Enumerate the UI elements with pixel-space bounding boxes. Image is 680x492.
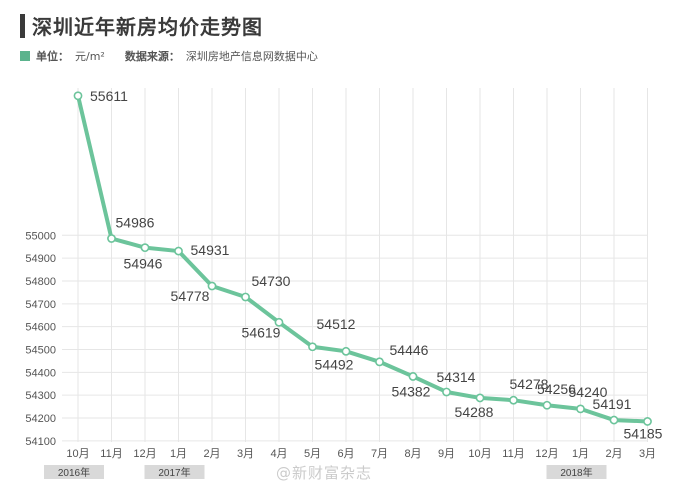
data-point [107, 234, 116, 243]
data-point [140, 243, 150, 253]
data-label: 54730 [252, 273, 291, 289]
unit-label: 单位： [36, 50, 69, 63]
data-label: 54946 [124, 256, 163, 272]
data-label: 54512 [317, 316, 356, 332]
data-point [73, 91, 83, 101]
data-label: 54382 [392, 383, 431, 399]
x-tick-label: 11月 [100, 448, 122, 460]
x-tick-label: 3月 [639, 448, 656, 460]
chart-subtitle: 单位： 元/m² 数据来源： 深圳房地产信息网数据中心 [20, 48, 318, 64]
data-point [207, 281, 217, 291]
x-tick-label: 4月 [270, 448, 287, 460]
year-tag-label: 2017年 [158, 466, 190, 479]
chart-title: 深圳近年新房均价走势图 [32, 15, 263, 39]
data-label: 54256 [537, 381, 576, 397]
x-tick-label: 2月 [203, 448, 220, 460]
data-label: 54185 [624, 425, 663, 441]
x-tick-label: 2月 [605, 448, 622, 460]
x-tick-label: 10月 [468, 448, 491, 460]
y-tick-label: 54100 [25, 436, 56, 448]
data-label: 54492 [315, 356, 354, 372]
y-tick-label: 54700 [25, 299, 56, 311]
year-tag-label: 2016年 [58, 466, 90, 479]
year-tag-bg [44, 465, 104, 479]
legend-swatch [20, 51, 30, 61]
x-tick-label: 11月 [502, 448, 524, 460]
y-tick-label: 54200 [25, 413, 56, 425]
y-tick-label: 54300 [25, 390, 56, 402]
data-label: 54240 [569, 384, 608, 400]
data-label: 54191 [593, 396, 632, 412]
year-tag-bg [144, 465, 205, 479]
source-label: 数据来源： [124, 50, 180, 63]
data-label: 54931 [191, 242, 230, 258]
data-point [241, 292, 250, 302]
data-label: 54314 [437, 369, 476, 385]
series-line [76, 93, 650, 424]
data-label: 55611 [90, 88, 128, 104]
data-point [308, 342, 317, 352]
data-point [542, 400, 552, 410]
data-label: 54288 [455, 404, 494, 420]
data-point [341, 346, 351, 356]
data-point [509, 395, 518, 405]
data-point [609, 415, 619, 425]
y-tick-label: 54400 [25, 367, 56, 379]
data-point [408, 372, 418, 381]
data-point [174, 246, 183, 256]
data-label: 54778 [171, 288, 210, 304]
data-point [442, 387, 451, 397]
data-label: 54619 [242, 324, 281, 340]
x-tick-label: 12月 [535, 448, 558, 460]
data-point [375, 357, 384, 367]
x-tick-label: 1月 [572, 448, 589, 460]
y-tick-label: 54800 [25, 276, 56, 288]
x-tick-label: 12月 [133, 448, 156, 460]
data-point [475, 393, 485, 403]
data-label: 54986 [116, 215, 155, 231]
year-tag-bg [546, 465, 607, 479]
source-value: 深圳房地产信息网数据中心 [185, 50, 318, 63]
x-tick-label: 8月 [404, 448, 421, 460]
y-tick-label: 54600 [25, 322, 56, 334]
x-tick-label: 10月 [66, 448, 89, 460]
x-tick-label: 3月 [237, 448, 254, 460]
x-tick-label: 1月 [170, 448, 187, 460]
x-tick-label: 6月 [337, 448, 354, 460]
data-point [576, 404, 585, 414]
data-label: 54278 [510, 376, 549, 392]
unit-value: 元/m² [75, 50, 105, 63]
y-tick-label: 55000 [25, 230, 56, 242]
data-point [643, 417, 652, 426]
x-tick-label: 7月 [371, 448, 388, 460]
title-accent-bar [20, 14, 25, 38]
x-tick-label: 9月 [438, 448, 455, 460]
watermark: @新财富杂志 [276, 464, 373, 482]
x-tick-label: 5月 [304, 448, 321, 460]
data-label: 54446 [390, 342, 429, 358]
data-point [274, 317, 284, 327]
year-tag-label: 2018年 [560, 466, 592, 479]
y-tick-label: 54500 [25, 345, 56, 357]
y-tick-label: 54900 [25, 253, 56, 265]
